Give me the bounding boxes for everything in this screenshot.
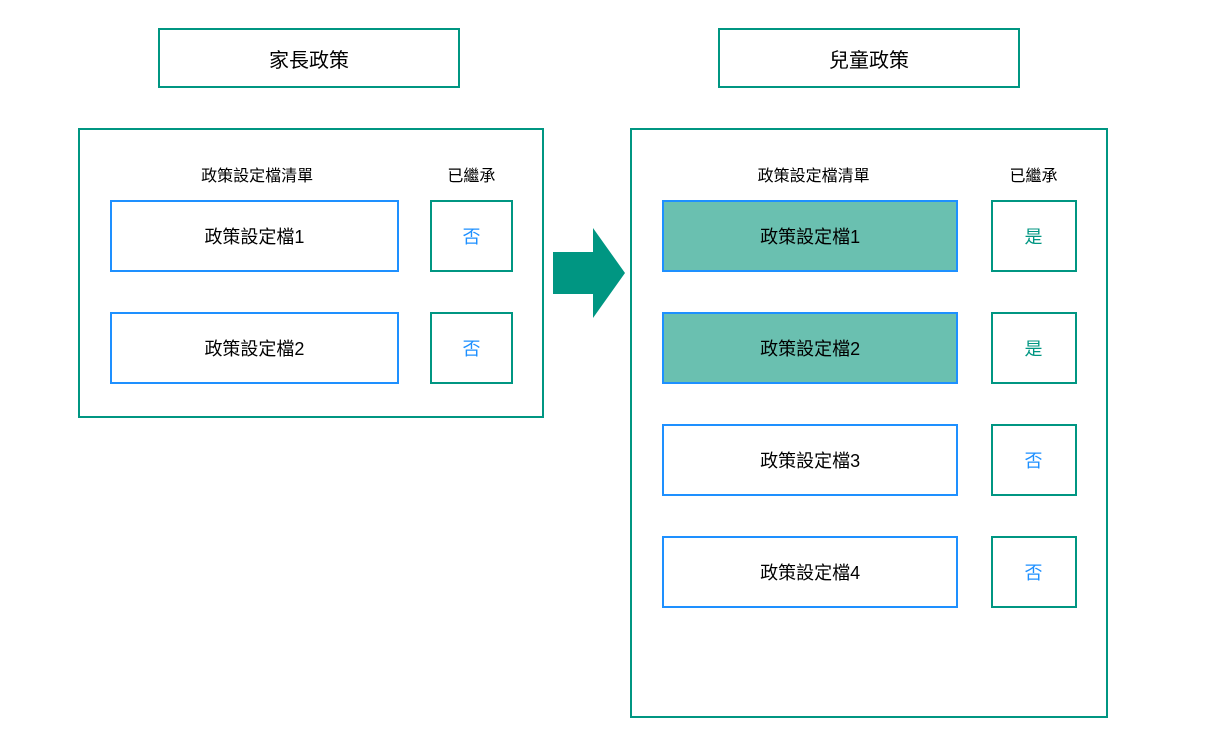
- child-inherited-label: 是: [1025, 223, 1043, 249]
- child-profile-box: 政策設定檔1: [662, 200, 958, 272]
- parent-profile-label: 政策設定檔1: [204, 223, 304, 249]
- child-profile-label: 政策設定檔2: [760, 335, 860, 361]
- child-policy-title: 兒童政策: [718, 28, 1020, 88]
- parent-policy-title: 家長政策: [158, 28, 460, 88]
- parent-policy-panel: 政策設定檔清單 已繼承 政策設定檔1否政策設定檔2否: [78, 128, 544, 418]
- child-inherited-label: 否: [1025, 447, 1043, 473]
- child-inherited-box: 否: [991, 424, 1077, 496]
- child-policy-panel: 政策設定檔清單 已繼承 政策設定檔1是政策設定檔2是政策設定檔3否政策設定檔4否: [630, 128, 1108, 718]
- policy-inheritance-diagram: 家長政策 政策設定檔清單 已繼承 政策設定檔1否政策設定檔2否 兒童政策 政策設…: [0, 0, 1209, 737]
- child-inherited-box: 是: [991, 200, 1077, 272]
- inheritance-arrow-icon: [553, 228, 625, 318]
- child-profile-box: 政策設定檔4: [662, 536, 958, 608]
- parent-inherited-box: 否: [430, 200, 514, 272]
- parent-profile-label: 政策設定檔2: [204, 335, 304, 361]
- child-rows-container: 政策設定檔1是政策設定檔2是政策設定檔3否政策設定檔4否: [632, 130, 1106, 716]
- child-profile-label: 政策設定檔4: [760, 559, 860, 585]
- child-policy-title-text: 兒童政策: [829, 44, 909, 73]
- child-inherited-label: 否: [1025, 559, 1043, 585]
- parent-inherited-label: 否: [462, 223, 480, 249]
- child-profile-label: 政策設定檔3: [760, 447, 860, 473]
- parent-rows-container: 政策設定檔1否政策設定檔2否: [80, 130, 542, 416]
- child-inherited-box: 是: [991, 312, 1077, 384]
- child-inherited-label: 是: [1025, 335, 1043, 361]
- child-profile-box: 政策設定檔2: [662, 312, 958, 384]
- parent-profile-box: 政策設定檔2: [110, 312, 399, 384]
- child-inherited-box: 否: [991, 536, 1077, 608]
- child-profile-box: 政策設定檔3: [662, 424, 958, 496]
- parent-inherited-box: 否: [430, 312, 514, 384]
- child-profile-label: 政策設定檔1: [760, 223, 860, 249]
- parent-profile-box: 政策設定檔1: [110, 200, 399, 272]
- parent-inherited-label: 否: [462, 335, 480, 361]
- parent-policy-title-text: 家長政策: [269, 44, 349, 73]
